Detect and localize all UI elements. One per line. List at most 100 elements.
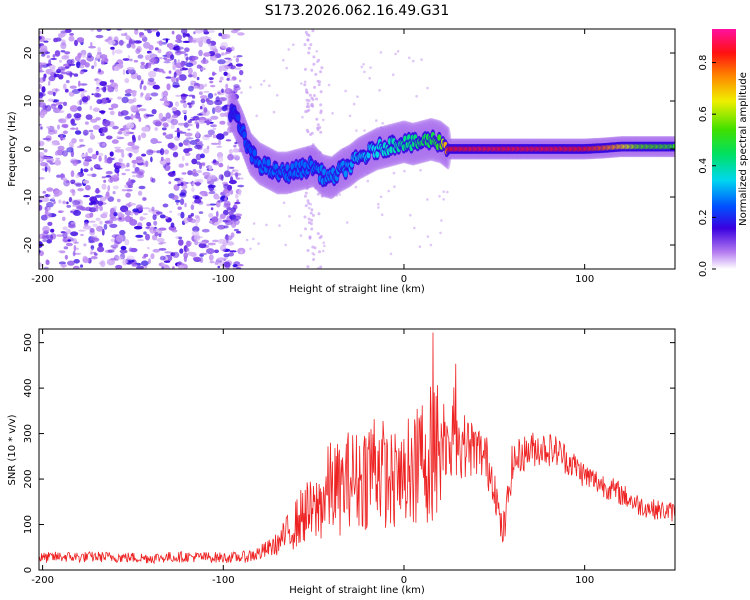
noise-blob (442, 190, 446, 193)
noise-blob (83, 243, 87, 247)
noise-blob (77, 106, 82, 112)
noise-blob (239, 69, 244, 76)
noise-blob (158, 40, 163, 46)
noise-blob (238, 189, 242, 196)
noise-blob (211, 216, 219, 224)
ridge-core (290, 163, 295, 171)
noise-blob (200, 95, 208, 99)
noise-blob (114, 49, 123, 54)
noise-blob (57, 145, 65, 151)
noise-blob (195, 221, 198, 228)
noise-blob (154, 121, 162, 127)
noise-blob (57, 32, 66, 38)
noise-blob (177, 206, 182, 210)
noise-blob (315, 50, 319, 53)
noise-blob (356, 95, 359, 98)
noise-blob (209, 45, 217, 51)
noise-blob (287, 48, 291, 51)
noise-blob (208, 213, 214, 218)
noise-blob (63, 246, 69, 250)
noise-blob (391, 73, 395, 76)
noise-blob (92, 237, 100, 242)
noise-blob (234, 67, 242, 70)
noise-blob (58, 101, 64, 105)
noise-blob (219, 120, 226, 125)
noise-blob (193, 31, 196, 35)
noise-blob (150, 92, 159, 97)
noise-blob (184, 53, 188, 56)
noise-blob (110, 46, 115, 50)
noise-blob (72, 265, 80, 269)
noise-blob (48, 80, 51, 86)
spectrogram-ylabel: Frequency (Hz) (7, 111, 18, 187)
noise-blob (214, 105, 222, 113)
noise-blob (61, 71, 68, 75)
noise-blob (118, 217, 122, 220)
noise-blob (314, 72, 318, 76)
noise-blob (109, 223, 118, 228)
noise-blob (115, 264, 123, 269)
noise-blob (198, 91, 203, 95)
noise-blob (127, 152, 133, 157)
noise-blob (101, 142, 106, 147)
noise-blob (40, 45, 48, 52)
noise-blob (128, 247, 133, 252)
noise-blob (301, 115, 304, 119)
noise-blob (74, 55, 81, 62)
noise-blob (73, 113, 82, 119)
noise-blob (79, 144, 86, 147)
noise-blob (110, 175, 119, 178)
noise-blob (309, 133, 313, 136)
noise-blob (137, 239, 145, 242)
noise-blob (439, 231, 442, 235)
ridge-core (266, 159, 271, 167)
noise-blob (55, 88, 58, 92)
noise-blob (180, 182, 184, 187)
noise-blob (199, 106, 203, 110)
noise-blob (183, 142, 188, 146)
noise-blob (214, 99, 223, 106)
noise-blob (119, 229, 126, 236)
noise-blob (310, 218, 314, 222)
noise-blob (162, 203, 169, 208)
noise-blob (161, 266, 165, 269)
noise-blob (66, 113, 72, 119)
noise-blob (133, 59, 139, 63)
noise-blob (62, 124, 69, 129)
noise-blob (265, 223, 268, 227)
noise-blob (64, 66, 70, 69)
noise-blob (74, 241, 79, 244)
noise-blob (177, 122, 186, 126)
noise-blob (118, 39, 124, 46)
noise-blob (58, 59, 62, 63)
noise-blob (440, 219, 443, 222)
noise-blob (60, 264, 68, 268)
noise-blob (185, 240, 191, 248)
noise-blob (192, 71, 197, 79)
noise-blob (96, 225, 104, 232)
noise-blob (66, 147, 74, 153)
noise-blob (142, 213, 148, 216)
noise-blob (315, 117, 319, 121)
noise-blob (60, 42, 67, 50)
noise-blob (177, 261, 182, 265)
noise-blob (70, 210, 74, 213)
noise-blob (218, 80, 223, 83)
noise-blob (63, 179, 70, 187)
noise-blob (73, 245, 77, 252)
noise-blob (165, 38, 169, 43)
noise-blob (202, 171, 211, 177)
noise-blob (375, 119, 378, 122)
noise-blob (44, 194, 51, 198)
snr-ylabel: SNR (10 * v/v) (7, 414, 18, 485)
noise-blob (418, 245, 422, 248)
noise-blob (50, 228, 55, 233)
noise-blob (194, 29, 203, 34)
noise-blob (139, 216, 144, 221)
ridge-core (343, 170, 348, 178)
noise-blob (134, 29, 139, 35)
noise-blob (100, 126, 108, 133)
noise-blob (44, 166, 48, 173)
noise-blob (39, 102, 46, 108)
noise-blob (121, 96, 129, 104)
